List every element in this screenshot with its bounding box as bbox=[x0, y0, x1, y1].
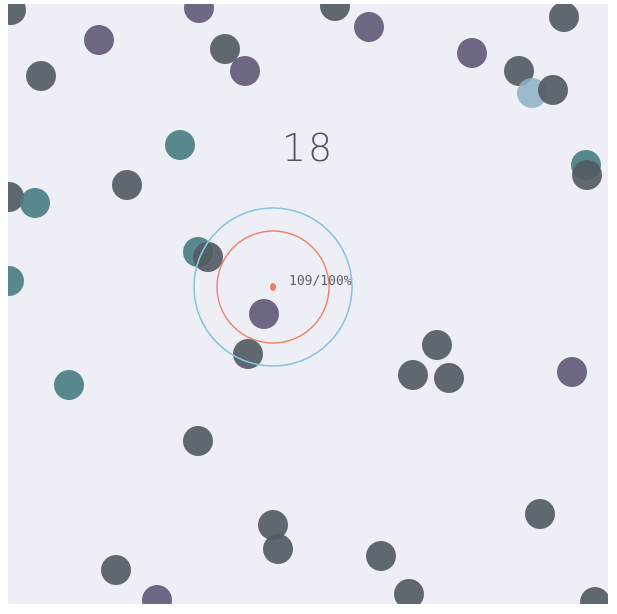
dark-ball bbox=[8, 182, 24, 212]
purple-ball bbox=[557, 357, 587, 387]
dark-ball bbox=[233, 339, 263, 369]
dark-ball bbox=[263, 534, 293, 564]
dark-ball bbox=[422, 330, 452, 360]
teal-ball bbox=[165, 130, 195, 160]
dark-ball bbox=[549, 4, 579, 32]
dark-ball bbox=[538, 75, 568, 105]
outer-range-ring bbox=[193, 207, 353, 367]
dark-ball bbox=[398, 360, 428, 390]
purple-ball bbox=[184, 4, 214, 23]
dark-ball bbox=[504, 56, 534, 86]
purple-ball bbox=[249, 299, 279, 329]
play-field[interactable]: 109/100% bbox=[8, 4, 608, 604]
purple-ball bbox=[230, 56, 260, 86]
dark-ball bbox=[210, 34, 240, 64]
dark-ball bbox=[258, 510, 288, 540]
dark-ball bbox=[101, 555, 131, 585]
dark-ball bbox=[183, 426, 213, 456]
teal-ball bbox=[8, 266, 24, 296]
dark-ball bbox=[112, 170, 142, 200]
dark-ball bbox=[572, 160, 602, 190]
purple-ball bbox=[457, 38, 487, 68]
score-display: 18 bbox=[281, 126, 335, 170]
player[interactable]: 109/100% bbox=[193, 207, 353, 367]
progress-text: 109/100% bbox=[289, 274, 352, 289]
teal-ball bbox=[54, 370, 84, 400]
teal-ball bbox=[20, 188, 50, 218]
dark-ball bbox=[193, 242, 223, 272]
purple-ball bbox=[354, 12, 384, 42]
dark-ball bbox=[8, 4, 26, 25]
dark-ball bbox=[434, 363, 464, 393]
balls-layer bbox=[8, 4, 608, 604]
dark-ball bbox=[26, 61, 56, 91]
inner-range-ring bbox=[216, 230, 330, 344]
purple-ball bbox=[142, 585, 172, 604]
dark-ball bbox=[580, 587, 608, 604]
purple-ball bbox=[84, 25, 114, 55]
dark-ball bbox=[366, 541, 396, 571]
player-dot-icon bbox=[270, 283, 276, 291]
game-canvas[interactable]: 18 109/100% bbox=[8, 4, 608, 604]
dark-ball bbox=[525, 499, 555, 529]
dark-ball bbox=[320, 4, 350, 21]
dark-ball bbox=[394, 579, 424, 604]
